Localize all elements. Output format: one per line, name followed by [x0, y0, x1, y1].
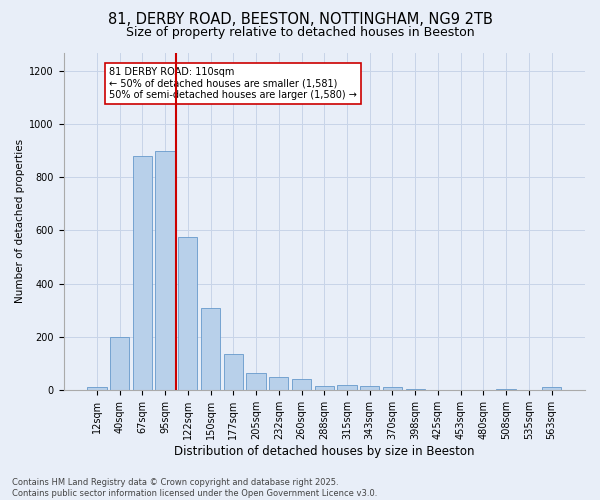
Bar: [201, 308, 220, 390]
Bar: [542, 387, 561, 390]
Bar: [224, 354, 243, 390]
Bar: [337, 385, 356, 390]
Bar: [269, 376, 289, 390]
Bar: [360, 386, 379, 390]
Text: Contains HM Land Registry data © Crown copyright and database right 2025.
Contai: Contains HM Land Registry data © Crown c…: [12, 478, 377, 498]
Bar: [133, 156, 152, 390]
Bar: [247, 372, 266, 390]
X-axis label: Distribution of detached houses by size in Beeston: Distribution of detached houses by size …: [174, 444, 475, 458]
Text: 81, DERBY ROAD, BEESTON, NOTTINGHAM, NG9 2TB: 81, DERBY ROAD, BEESTON, NOTTINGHAM, NG9…: [107, 12, 493, 28]
Bar: [292, 378, 311, 390]
Bar: [178, 237, 197, 390]
Text: 81 DERBY ROAD: 110sqm
← 50% of detached houses are smaller (1,581)
50% of semi-d: 81 DERBY ROAD: 110sqm ← 50% of detached …: [109, 67, 357, 100]
Bar: [155, 151, 175, 390]
Bar: [383, 386, 402, 390]
Bar: [314, 386, 334, 390]
Bar: [406, 388, 425, 390]
Bar: [87, 387, 107, 390]
Y-axis label: Number of detached properties: Number of detached properties: [15, 139, 25, 303]
Bar: [110, 336, 129, 390]
Text: Size of property relative to detached houses in Beeston: Size of property relative to detached ho…: [125, 26, 475, 39]
Bar: [496, 388, 516, 390]
